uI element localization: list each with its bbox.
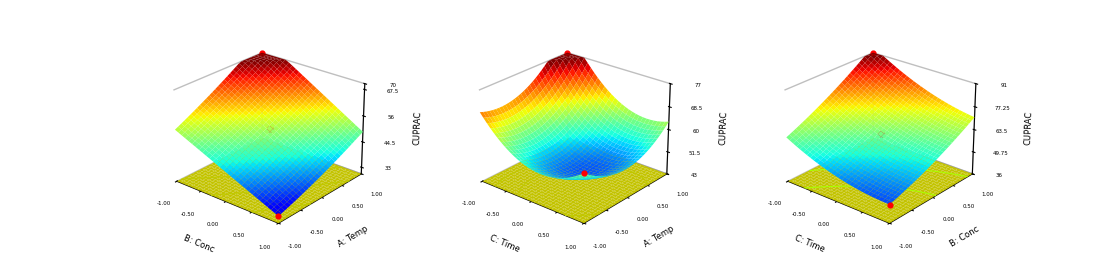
- Y-axis label: B: Conc: B: Conc: [948, 225, 981, 249]
- Y-axis label: A: Temp: A: Temp: [642, 224, 676, 249]
- X-axis label: B: Conc: B: Conc: [182, 233, 216, 254]
- X-axis label: C: Time: C: Time: [488, 233, 521, 254]
- X-axis label: C: Time: C: Time: [794, 233, 827, 254]
- Y-axis label: A: Temp: A: Temp: [336, 224, 370, 249]
